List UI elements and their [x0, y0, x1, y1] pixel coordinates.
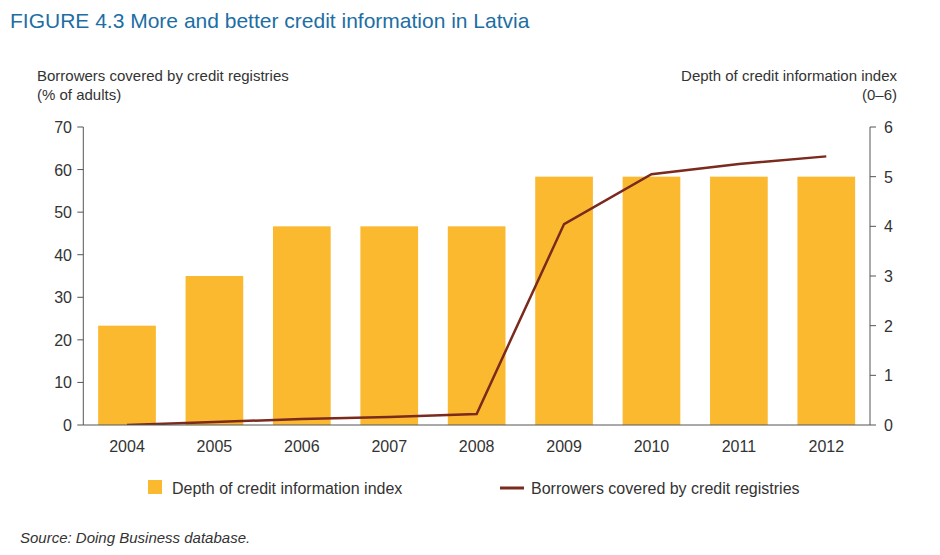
x-tick-label: 2009	[546, 438, 582, 455]
y2-tick	[870, 425, 876, 426]
x-tick-label: 2008	[459, 438, 495, 455]
legend-swatch	[148, 480, 162, 494]
y2-tick-label: 0	[884, 417, 893, 434]
y2-tick	[870, 375, 876, 376]
x-tick-label: 2005	[197, 438, 233, 455]
bar	[186, 276, 244, 425]
y-tick-label: 50	[54, 204, 72, 221]
legend-item: Depth of credit information index	[148, 480, 402, 497]
bar	[710, 177, 768, 425]
y-axis-label: (% of adults)	[37, 86, 121, 103]
x-tick-label: 2011	[722, 438, 757, 455]
title: FIGURE 4.3 More and better credit inform…	[10, 9, 530, 32]
legend-item: Borrowers covered by credit registries	[500, 480, 800, 497]
bar	[360, 226, 418, 425]
y-tick-label: 0	[63, 417, 72, 434]
x-tick-label: 2007	[371, 438, 407, 455]
line	[127, 156, 826, 425]
y2-tick	[870, 325, 876, 326]
y-tick	[77, 297, 83, 298]
y2-tick-label: 3	[884, 268, 893, 285]
y2-axis-label: Depth of credit information index	[681, 67, 897, 84]
y-axis-label: Borrowers covered by credit registries	[37, 67, 289, 84]
bar	[98, 326, 156, 425]
bar	[797, 177, 855, 425]
y2-tick-label: 4	[884, 218, 893, 235]
bar	[448, 226, 506, 425]
legend-swatch	[500, 487, 524, 490]
bar	[273, 226, 331, 425]
y-tick-label: 70	[54, 119, 72, 136]
y-tick-label: 20	[54, 332, 72, 349]
x-tick-label: 2010	[634, 438, 670, 455]
legend-label: Borrowers covered by credit registries	[531, 480, 800, 497]
x-tick-label: 2012	[808, 438, 844, 455]
x-tick-label: 2006	[284, 438, 320, 455]
y2-tick-label: 2	[884, 318, 893, 335]
y2-tick	[870, 127, 876, 128]
y-tick-label: 40	[54, 247, 72, 264]
y2-tick	[870, 226, 876, 227]
y-tick-label: 30	[54, 289, 72, 306]
y2-tick	[870, 276, 876, 277]
y-tick	[77, 212, 83, 213]
y2-tick	[870, 176, 876, 177]
x-axis-line	[83, 425, 870, 426]
source: Source: Doing Business database.	[20, 529, 250, 546]
y-tick-label: 60	[54, 162, 72, 179]
y-tick	[77, 382, 83, 383]
y-tick	[77, 339, 83, 340]
y-tick	[77, 254, 83, 255]
marks	[98, 156, 855, 425]
bar	[623, 177, 681, 425]
legend-label: Depth of credit information index	[172, 480, 402, 497]
y-tick	[77, 425, 83, 426]
y2-axis-label: (0–6)	[862, 86, 897, 103]
y-tick	[77, 169, 83, 170]
y-tick-label: 10	[54, 374, 72, 391]
y2-tick-label: 1	[884, 367, 893, 384]
chart: FIGURE 4.3 More and better credit inform…	[0, 0, 940, 555]
y-axis-line	[83, 127, 84, 425]
x-tick-label: 2004	[109, 438, 145, 455]
y2-tick-label: 5	[884, 169, 893, 186]
y-tick	[77, 127, 83, 128]
y2-tick-label: 6	[884, 119, 893, 136]
